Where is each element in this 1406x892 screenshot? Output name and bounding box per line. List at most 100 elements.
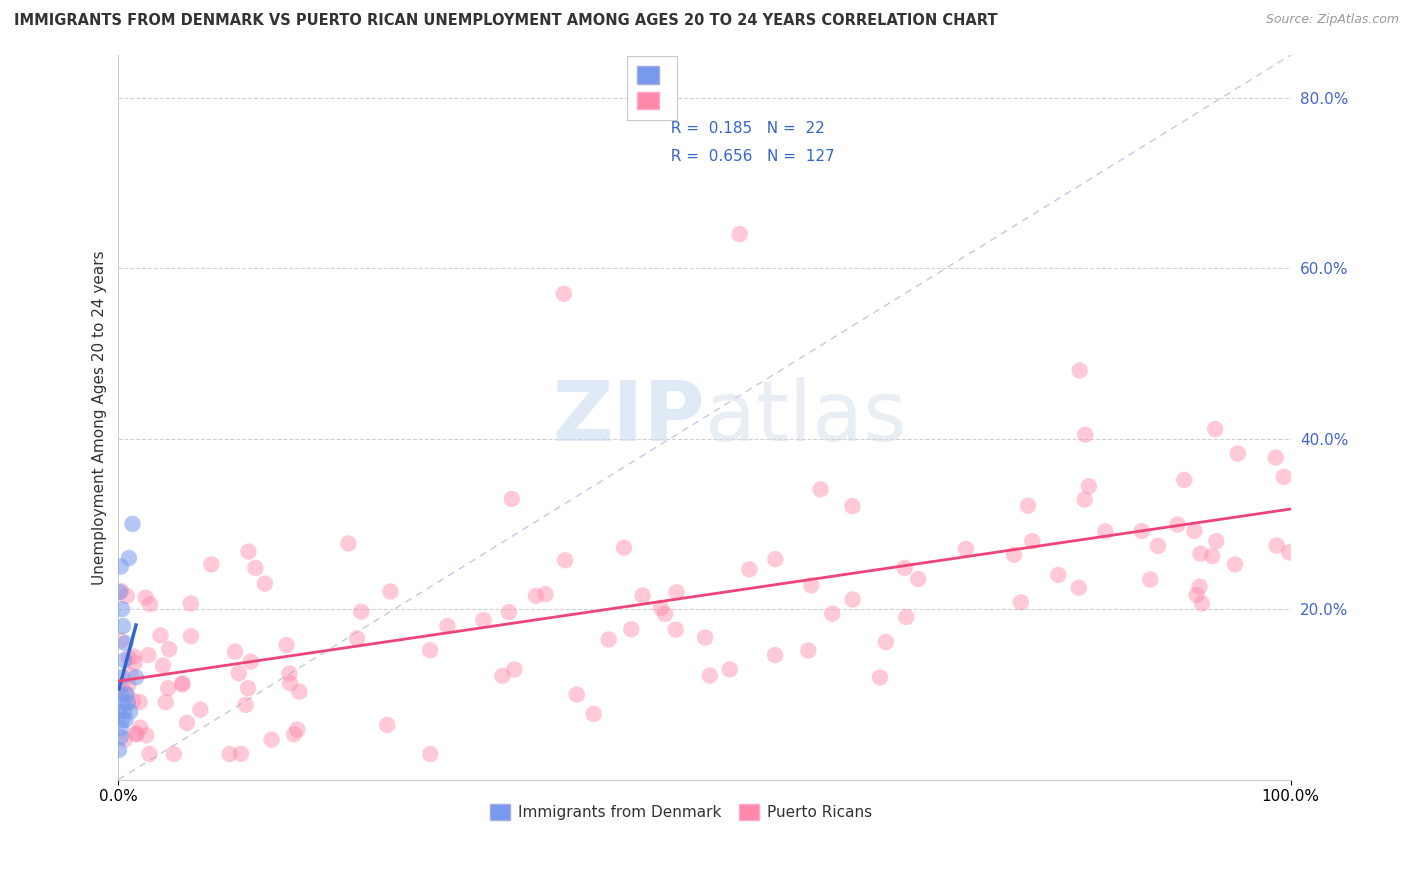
Point <box>253 576 276 591</box>
Point <box>200 558 222 572</box>
Point <box>110 730 132 744</box>
Point <box>763 648 786 662</box>
Point <box>841 592 863 607</box>
Point <box>896 610 918 624</box>
Point <box>283 727 305 741</box>
Point <box>121 516 143 531</box>
Point <box>1147 539 1170 553</box>
Point <box>1074 427 1097 442</box>
Point <box>110 559 132 574</box>
Point <box>718 662 741 676</box>
Point <box>114 732 136 747</box>
Point <box>228 666 250 681</box>
Point <box>190 703 212 717</box>
Point <box>118 651 141 665</box>
Point <box>114 686 136 700</box>
Point <box>111 602 134 616</box>
Point <box>337 536 360 550</box>
Point <box>136 648 159 662</box>
Point <box>1067 581 1090 595</box>
Point <box>112 705 135 719</box>
Point <box>122 649 145 664</box>
Point <box>110 687 132 701</box>
Point <box>498 605 520 619</box>
Point <box>235 698 257 712</box>
Point <box>375 718 398 732</box>
Point <box>120 668 142 682</box>
Point <box>260 732 283 747</box>
Point <box>117 678 139 692</box>
Point <box>276 638 298 652</box>
Point <box>728 227 751 241</box>
Point <box>380 584 402 599</box>
Point <box>472 613 495 627</box>
Y-axis label: Unemployment Among Ages 20 to 24 years: Unemployment Among Ages 20 to 24 years <box>93 250 107 584</box>
Point <box>654 607 676 621</box>
Point <box>110 584 132 599</box>
Point <box>120 705 142 719</box>
Point <box>1139 573 1161 587</box>
Point <box>436 619 458 633</box>
Point <box>224 645 246 659</box>
Point <box>1184 524 1206 538</box>
Point <box>124 656 146 670</box>
Point <box>180 596 202 610</box>
Point <box>1201 549 1223 563</box>
Point <box>907 572 929 586</box>
Point <box>139 597 162 611</box>
Point <box>419 747 441 761</box>
Point <box>236 681 259 696</box>
Point <box>763 552 786 566</box>
Point <box>111 670 134 684</box>
Point <box>238 544 260 558</box>
Point <box>176 715 198 730</box>
Point <box>288 684 311 698</box>
Point <box>553 286 575 301</box>
Point <box>114 713 136 727</box>
Point <box>1265 539 1288 553</box>
Point <box>110 633 132 648</box>
Point <box>112 653 135 667</box>
Point <box>554 553 576 567</box>
Point <box>1130 524 1153 538</box>
Point <box>955 541 977 556</box>
Point <box>810 483 832 497</box>
Point <box>125 727 148 741</box>
Point <box>1264 450 1286 465</box>
Point <box>128 695 150 709</box>
Point <box>1010 595 1032 609</box>
Point <box>1021 534 1043 549</box>
Point <box>1077 479 1099 493</box>
Point <box>125 727 148 741</box>
Point <box>1205 534 1227 549</box>
Point <box>491 669 513 683</box>
Point <box>598 632 620 647</box>
Point <box>125 670 148 684</box>
Point <box>1069 363 1091 377</box>
Point <box>108 585 131 599</box>
Point <box>738 562 761 576</box>
Point <box>149 628 172 642</box>
Point <box>800 578 823 592</box>
Point <box>138 747 160 761</box>
Point <box>152 658 174 673</box>
Point <box>1226 446 1249 460</box>
Point <box>797 643 820 657</box>
Point <box>869 671 891 685</box>
Text: Source: ZipAtlas.com: Source: ZipAtlas.com <box>1265 13 1399 27</box>
Point <box>1173 473 1195 487</box>
Point <box>1191 596 1213 610</box>
Point <box>163 747 186 761</box>
Point <box>821 607 844 621</box>
Point <box>350 605 373 619</box>
Text: R =  0.656   N =  127: R = 0.656 N = 127 <box>661 149 835 163</box>
Point <box>115 687 138 701</box>
Point <box>1189 547 1212 561</box>
Point <box>278 666 301 681</box>
Point <box>155 695 177 709</box>
Point <box>1185 588 1208 602</box>
Point <box>620 622 643 636</box>
Point <box>1002 548 1025 562</box>
Point <box>218 747 240 761</box>
Point <box>1094 524 1116 539</box>
